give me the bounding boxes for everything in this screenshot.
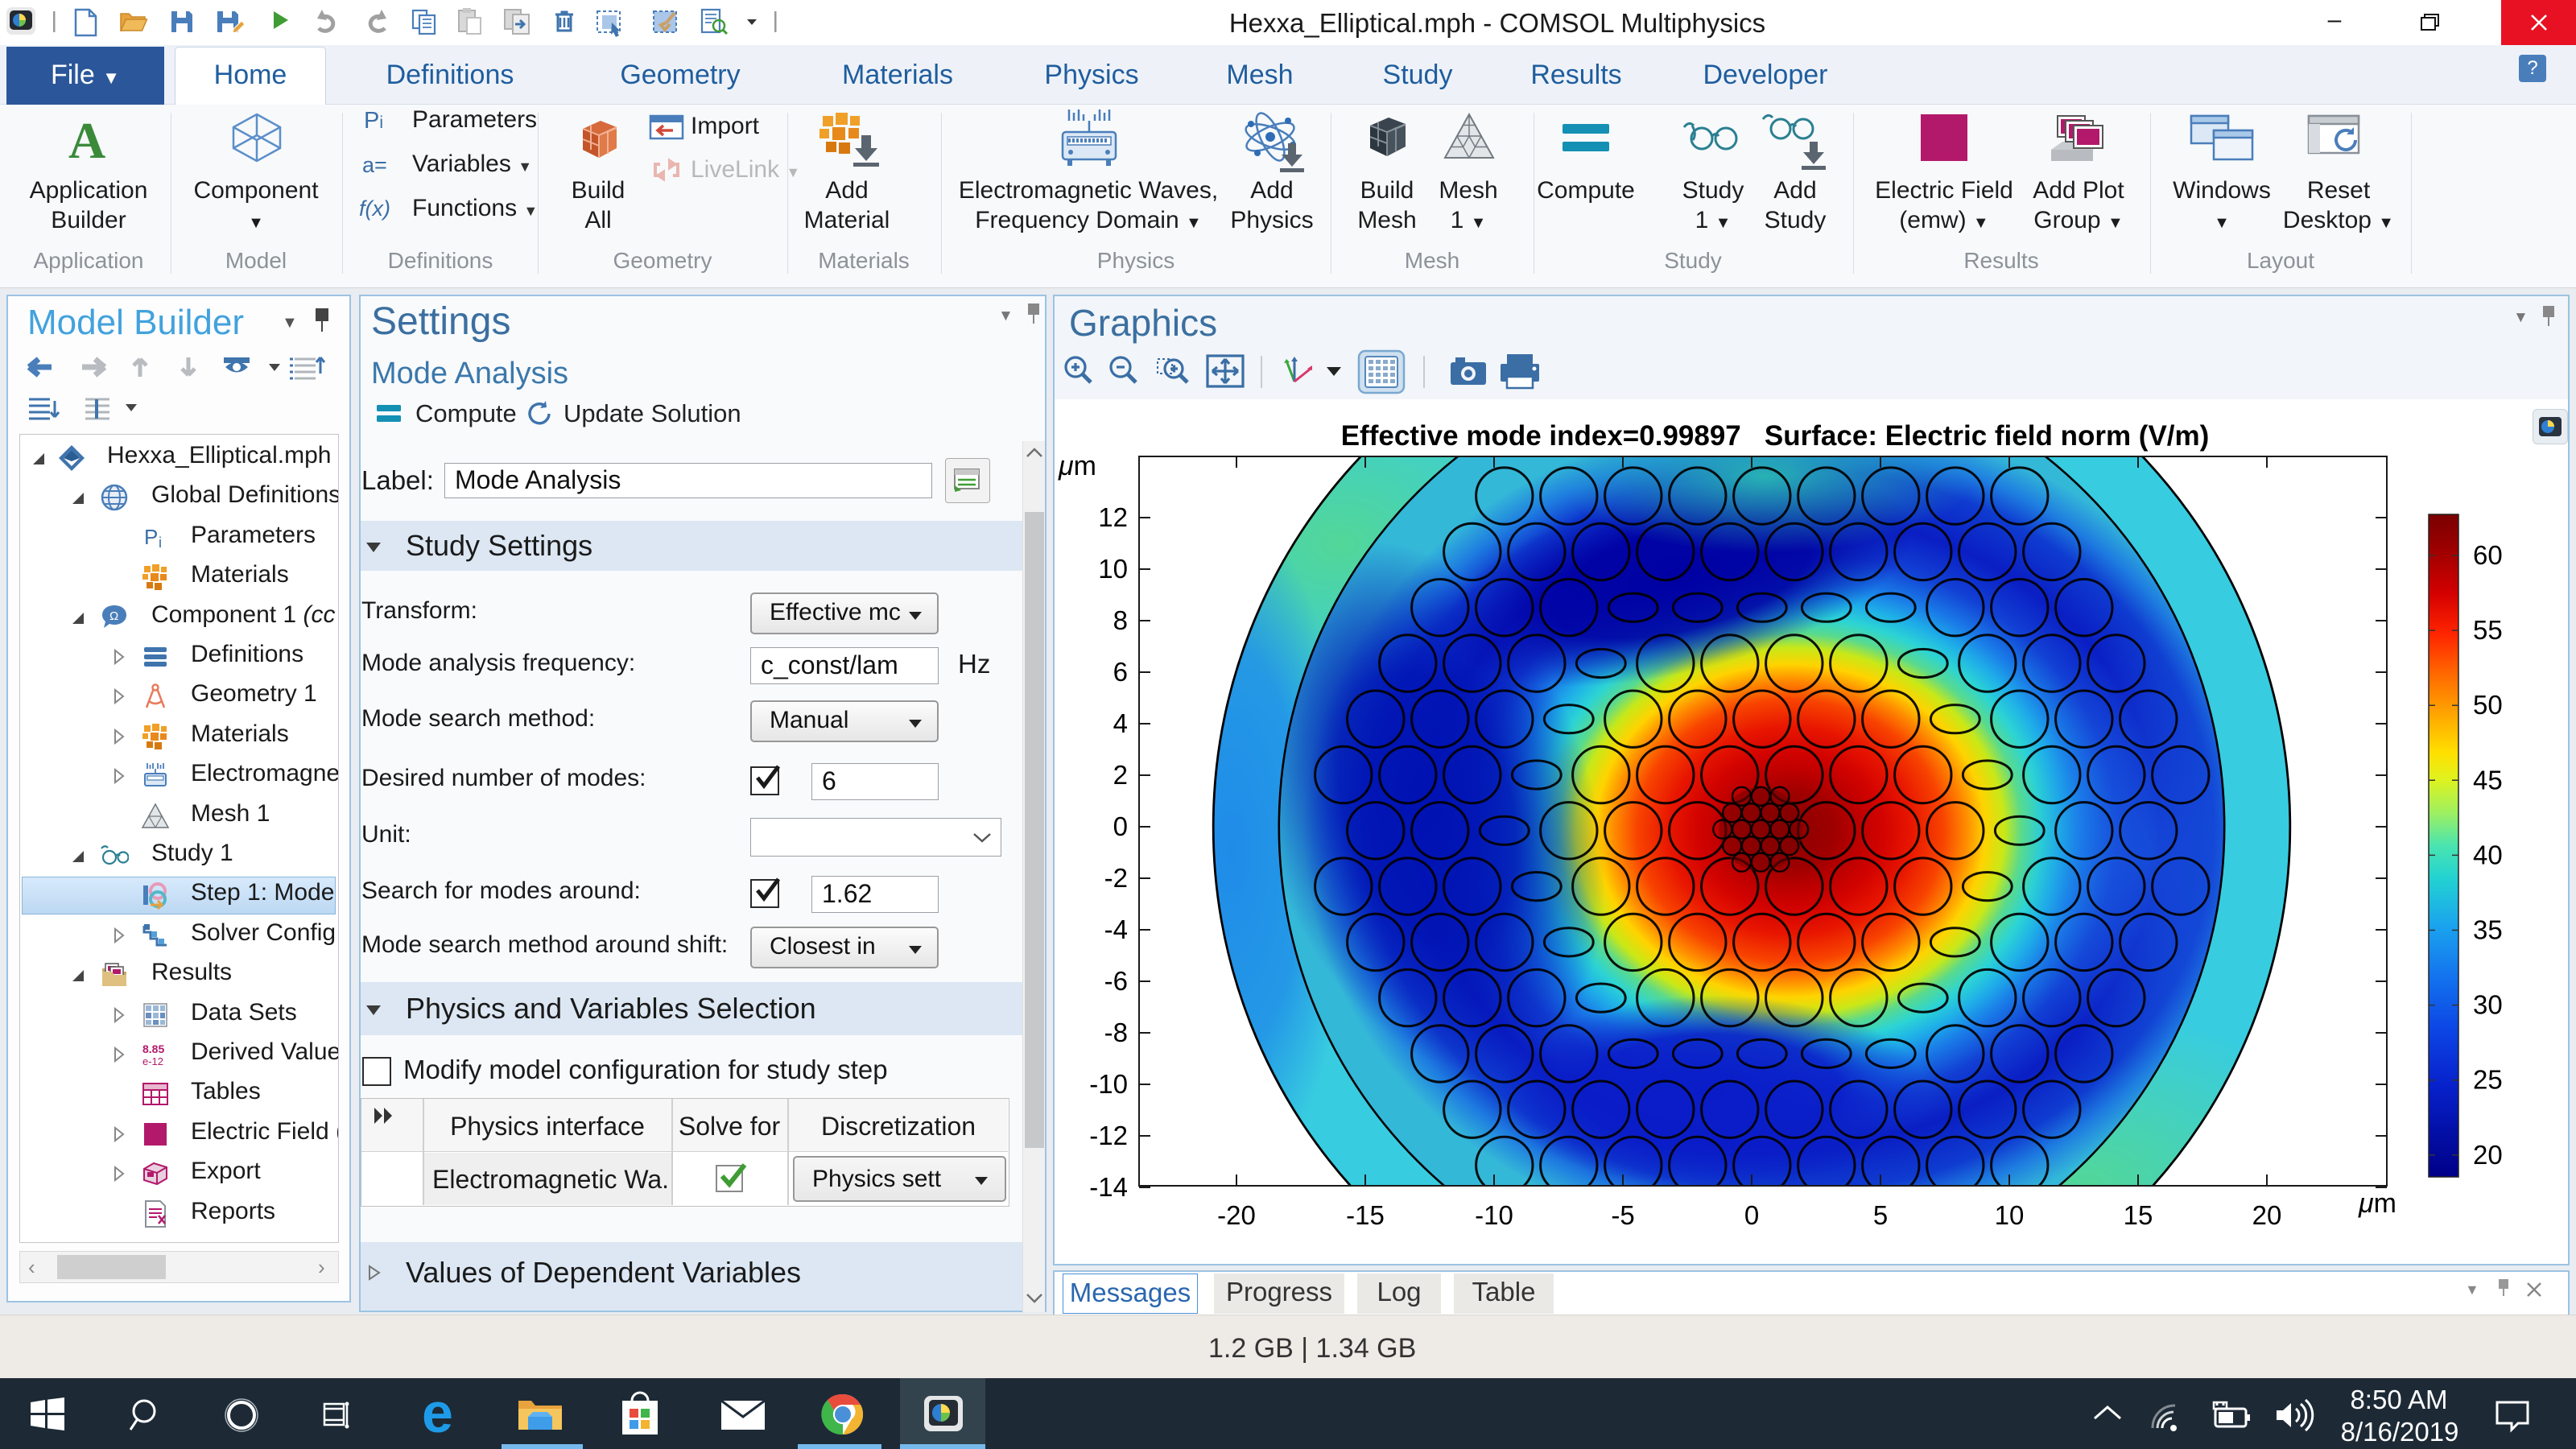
svg-text:8: 8 xyxy=(1113,605,1128,635)
svg-text:12: 12 xyxy=(1098,502,1128,532)
svg-text:μm: μm xyxy=(1058,451,1096,481)
svg-text:e-12: e-12 xyxy=(142,1055,163,1067)
svg-text:-10: -10 xyxy=(1089,1069,1128,1099)
svg-text:-5: -5 xyxy=(1611,1200,1634,1230)
svg-text:40: 40 xyxy=(2473,840,2503,869)
svg-text:30: 30 xyxy=(2473,990,2503,1020)
svg-text:i: i xyxy=(159,535,162,551)
svg-text:μm: μm xyxy=(2358,1188,2396,1219)
svg-text:Ω: Ω xyxy=(109,609,118,623)
svg-text:6: 6 xyxy=(1113,657,1128,687)
svg-text:0: 0 xyxy=(1744,1200,1759,1230)
svg-text:-14: -14 xyxy=(1089,1172,1128,1202)
svg-text:10: 10 xyxy=(1098,554,1128,584)
svg-text:10: 10 xyxy=(1995,1200,2025,1230)
svg-text:55: 55 xyxy=(2473,615,2503,645)
svg-text:8.85: 8.85 xyxy=(142,1042,164,1055)
svg-text:-20: -20 xyxy=(1217,1200,1256,1230)
svg-text:20: 20 xyxy=(2252,1200,2282,1230)
svg-text:20: 20 xyxy=(2473,1140,2503,1170)
svg-text:-8: -8 xyxy=(1104,1018,1128,1047)
svg-text:35: 35 xyxy=(2473,915,2503,945)
svg-text:15: 15 xyxy=(2124,1200,2153,1230)
svg-text:0: 0 xyxy=(1113,811,1128,841)
svg-text:5: 5 xyxy=(1873,1200,1888,1230)
svg-text:P: P xyxy=(144,525,158,549)
svg-text:4: 4 xyxy=(1113,708,1128,738)
svg-text:-4: -4 xyxy=(1104,914,1128,944)
svg-text:Effective mode index=0.99897: Effective mode index=0.99897 Surface: El… xyxy=(1341,420,2210,452)
svg-text:-6: -6 xyxy=(1104,966,1128,996)
svg-text:25: 25 xyxy=(2473,1065,2503,1095)
svg-text:2: 2 xyxy=(1113,760,1128,790)
svg-text:60: 60 xyxy=(2473,540,2503,570)
svg-text:-2: -2 xyxy=(1104,863,1128,893)
svg-text:-10: -10 xyxy=(1475,1200,1513,1230)
svg-text:-12: -12 xyxy=(1089,1121,1128,1150)
svg-text:50: 50 xyxy=(2473,690,2503,720)
svg-text:-15: -15 xyxy=(1346,1200,1385,1230)
svg-text:45: 45 xyxy=(2473,765,2503,795)
